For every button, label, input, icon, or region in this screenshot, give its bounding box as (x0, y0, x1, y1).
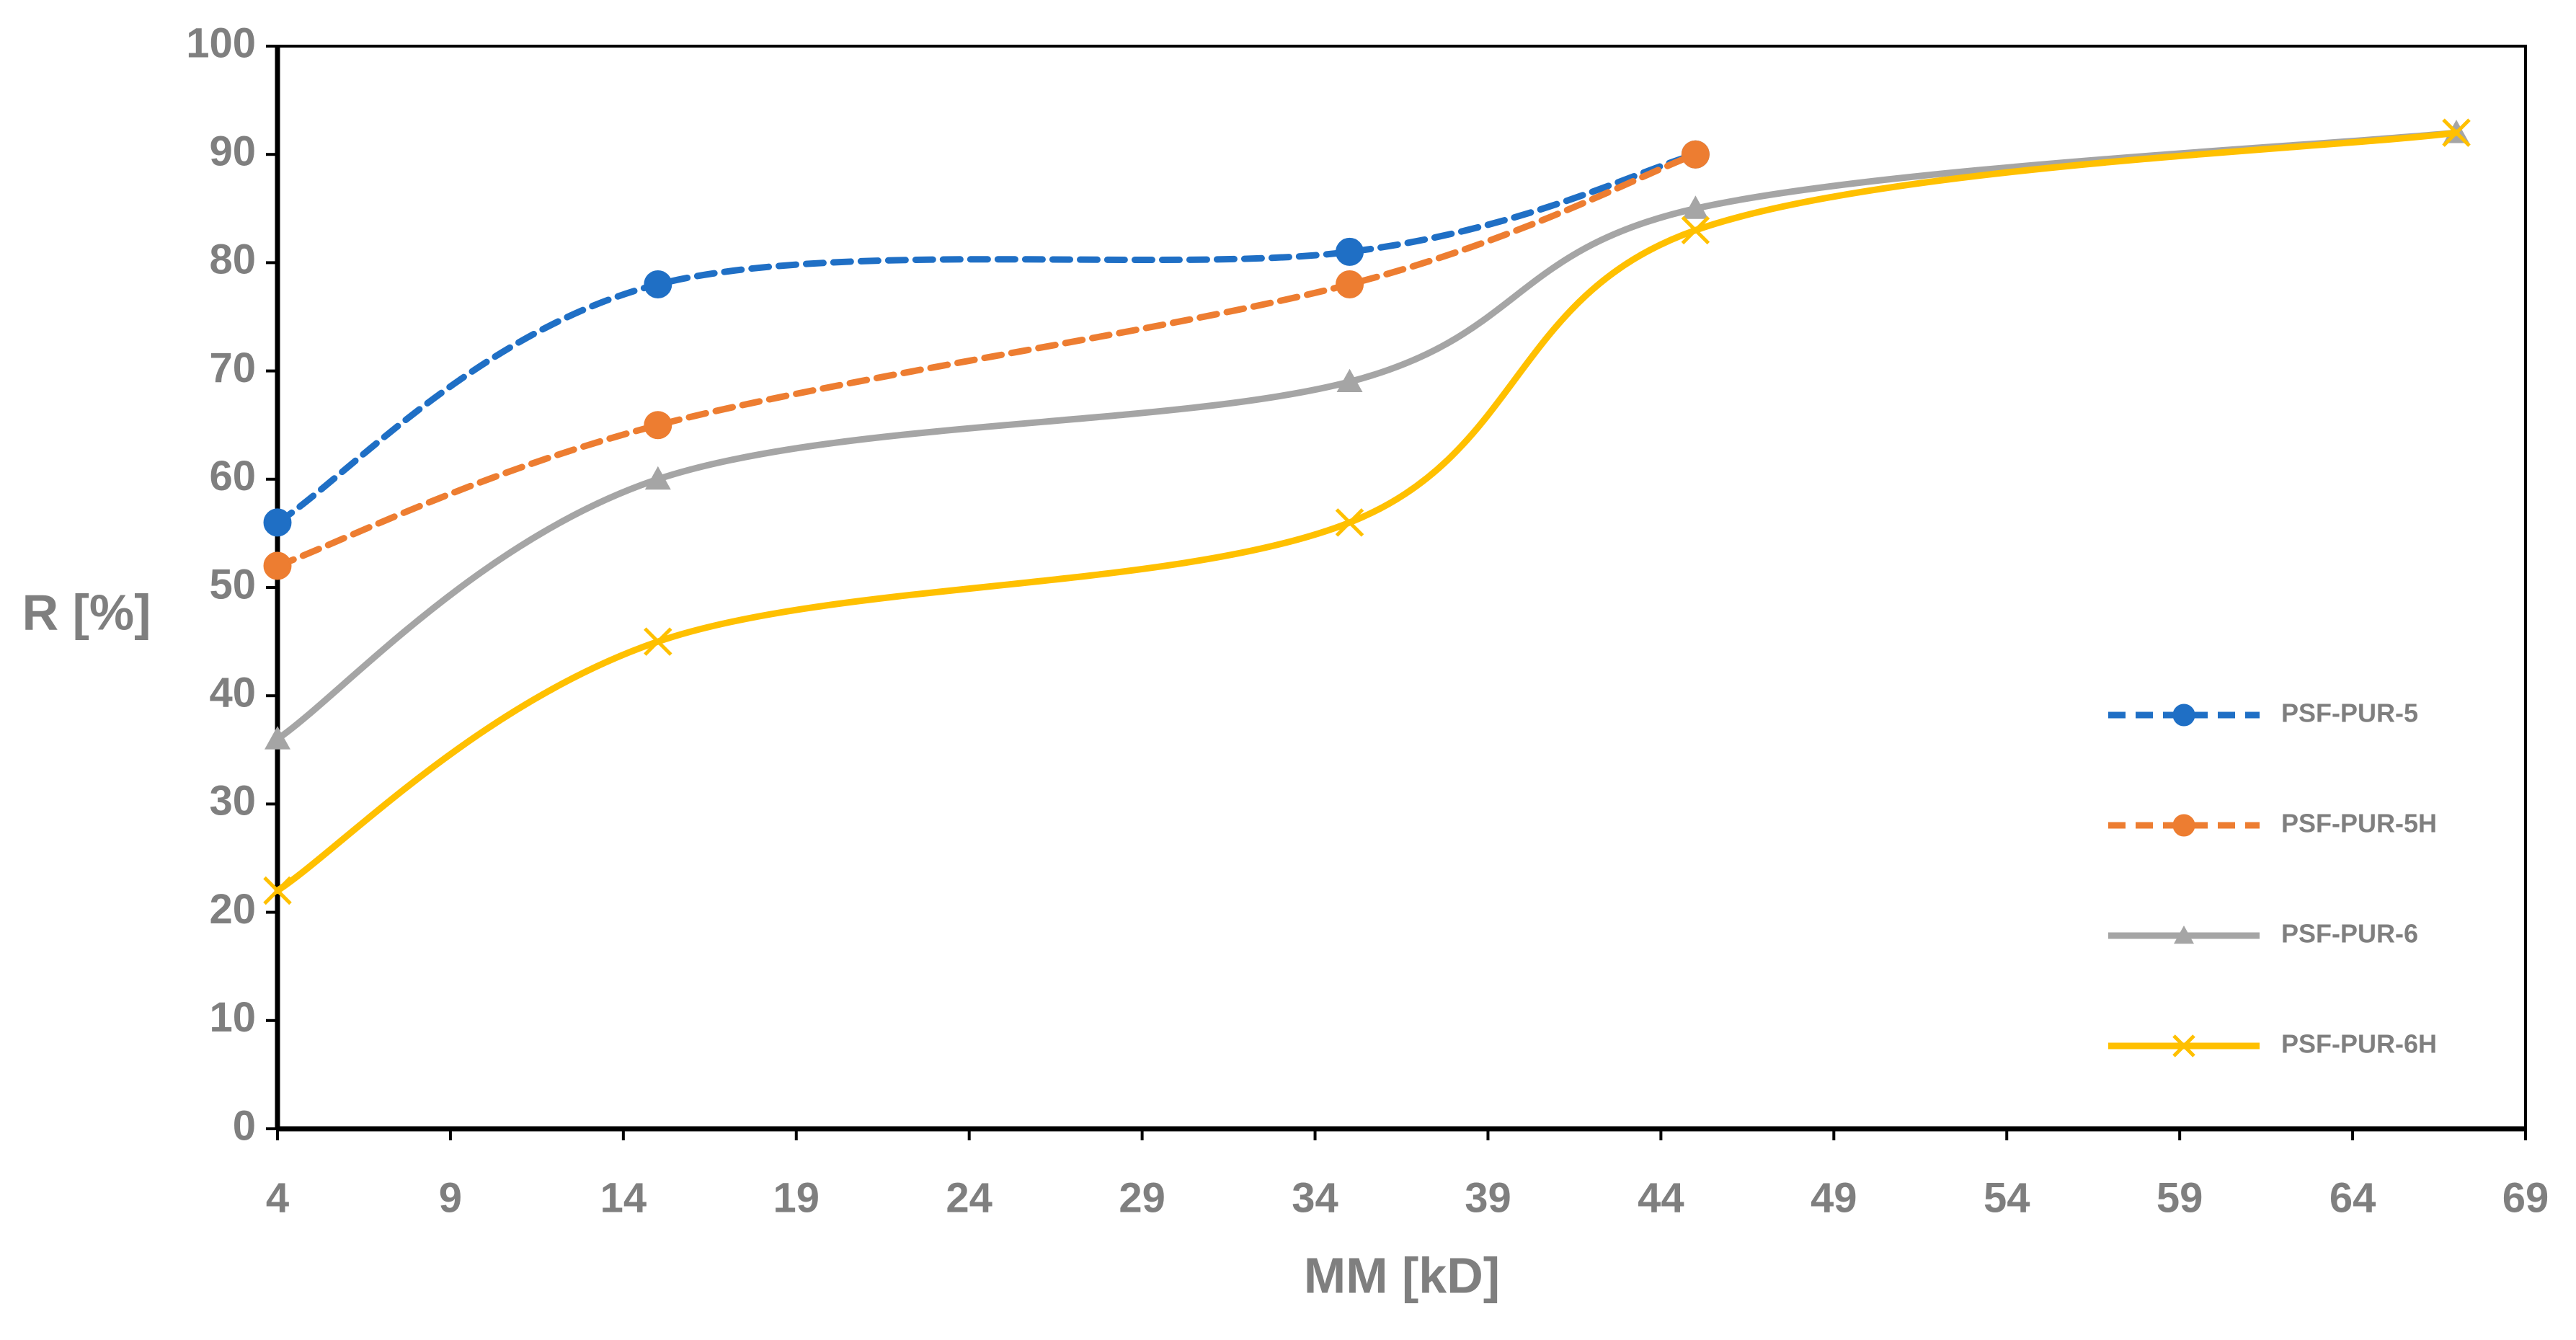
marker (1682, 195, 1709, 219)
legend-label: PSF-PUR-6 (2281, 919, 2418, 949)
legend-label: PSF-PUR-6H (2281, 1029, 2437, 1059)
marker (263, 876, 292, 905)
marker (1336, 237, 1364, 266)
y-tick-label: 0 (233, 1102, 256, 1149)
y-tick-label: 30 (209, 778, 256, 825)
y-tick-label: 80 (209, 236, 256, 283)
x-axis-title: MM [kD] (1304, 1247, 1500, 1303)
marker (2172, 1034, 2195, 1057)
plot-frame (276, 45, 2527, 1130)
marker (644, 466, 671, 490)
x-tick-label: 39 (1465, 1174, 1511, 1221)
x-tick-label: 59 (2157, 1174, 2203, 1221)
y-axis-title: R [%] (22, 584, 151, 640)
marker (1681, 216, 1710, 245)
x-tick-label: 14 (600, 1174, 647, 1221)
marker (2172, 814, 2195, 837)
marker (1335, 508, 1364, 537)
legend: PSF-PUR-5 PSF-PUR-5H PSF-PUR-6 PSF-PUR-6H (2108, 698, 2437, 1059)
x-tick-label: 49 (1811, 1174, 1857, 1221)
marker (2442, 118, 2471, 147)
y-tick-label: 100 (186, 19, 256, 66)
y-tick-label: 70 (209, 345, 256, 391)
series-line (274, 129, 2460, 742)
legend-label: PSF-PUR-5H (2281, 809, 2437, 838)
x-tick-label: 29 (1119, 1174, 1165, 1221)
marker (644, 627, 672, 656)
y-tick-label: 40 (209, 670, 256, 716)
marker (265, 726, 290, 750)
x-tick-label: 54 (1984, 1174, 2030, 1221)
marker (263, 508, 292, 537)
series-line (274, 151, 1699, 569)
marker (644, 270, 672, 298)
y-tick-label: 10 (209, 994, 256, 1041)
x-tick-label: 69 (2502, 1174, 2549, 1221)
x-tick-label: 24 (946, 1174, 992, 1221)
y-tick-label: 60 (209, 453, 256, 500)
marker (2172, 704, 2195, 727)
series-line (274, 129, 2460, 895)
x-tick-label: 4 (266, 1174, 289, 1221)
x-tick-label: 64 (2329, 1174, 2376, 1221)
marker (2174, 926, 2194, 944)
marker (1336, 270, 1364, 298)
marker (1336, 368, 1363, 393)
y-tick-label: 20 (209, 886, 256, 933)
x-tick-label: 19 (773, 1174, 820, 1221)
series-line (274, 151, 1699, 526)
legend-label: PSF-PUR-5 (2281, 698, 2418, 728)
y-tick-label: 50 (209, 561, 256, 608)
x-tick-label: 44 (1638, 1174, 1684, 1221)
x-tick-label: 9 (439, 1174, 462, 1221)
marker (1681, 140, 1710, 169)
x-tick-label: 34 (1292, 1174, 1338, 1221)
y-tick-label: 90 (209, 128, 256, 175)
marker (263, 551, 292, 580)
marker (644, 411, 672, 440)
